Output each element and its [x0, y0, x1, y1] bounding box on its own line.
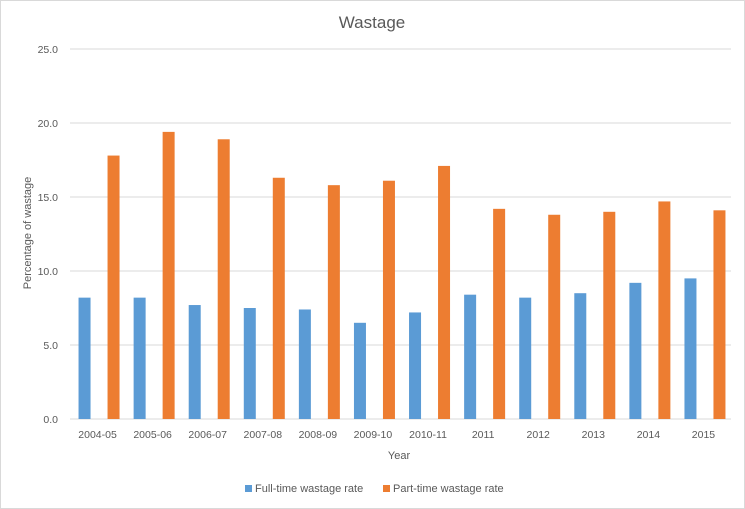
- x-tick-label: 2012: [527, 429, 551, 441]
- bar-full-time: [409, 312, 422, 419]
- bar-full-time: [629, 282, 642, 419]
- chart-title: Wastage: [339, 13, 405, 32]
- x-tick-label: 2015: [692, 429, 716, 441]
- y-tick-label: 15.0: [38, 192, 59, 204]
- legend-label-part-time: Part-time wastage rate: [393, 483, 504, 495]
- bar-full-time: [684, 278, 697, 419]
- y-axis-ticks: 0.0 5.0 10.0 15.0 20.0 25.0: [38, 44, 59, 426]
- bar-part-time: [162, 131, 175, 419]
- bar-part-time: [603, 211, 616, 419]
- gridlines: [70, 48, 731, 420]
- legend: Full-time wastage rate Part-time wastage …: [245, 483, 504, 495]
- bar-full-time: [78, 297, 91, 419]
- bar-part-time: [382, 180, 395, 419]
- bar-part-time: [107, 155, 120, 419]
- x-tick-label: 2004-05: [78, 429, 117, 441]
- bar-full-time: [133, 297, 146, 419]
- x-tick-label: 2010-11: [409, 429, 447, 441]
- legend-label-full-time: Full-time wastage rate: [255, 483, 363, 495]
- bar-part-time: [548, 214, 561, 419]
- bar-full-time: [574, 293, 587, 419]
- bar-part-time: [217, 139, 230, 419]
- x-tick-label: 2013: [582, 429, 606, 441]
- bar-full-time: [464, 294, 477, 419]
- x-tick-label: 2008-09: [299, 429, 338, 441]
- x-axis-label: Year: [388, 450, 411, 462]
- bar-full-time: [188, 305, 201, 419]
- legend-swatch-part-time: [383, 485, 390, 492]
- bar-part-time: [493, 208, 506, 419]
- x-tick-label: 2006-07: [188, 429, 227, 441]
- bar-full-time: [519, 297, 532, 419]
- x-tick-label: 2005-06: [133, 429, 172, 441]
- y-tick-label: 0.0: [43, 414, 58, 426]
- bar-part-time: [658, 201, 671, 419]
- x-tick-label: 2007-08: [244, 429, 283, 441]
- y-tick-label: 10.0: [38, 266, 59, 278]
- bar-full-time: [298, 309, 311, 419]
- bar-part-time: [327, 185, 340, 419]
- x-axis-ticks: 2004-05 2005-06 2006-07 2007-08 2008-09 2009-…: [78, 429, 715, 441]
- x-tick-label: 2014: [637, 429, 661, 441]
- y-tick-label: 20.0: [38, 118, 59, 130]
- bar-part-time: [272, 177, 285, 419]
- bar-part-time: [438, 165, 451, 419]
- y-tick-label: 5.0: [43, 340, 58, 352]
- bar-full-time: [243, 308, 256, 419]
- legend-swatch-full-time: [245, 485, 252, 492]
- y-tick-label: 25.0: [38, 44, 59, 56]
- x-tick-label: 2009-10: [354, 429, 393, 441]
- bar-part-time: [713, 210, 726, 419]
- bars: [78, 131, 726, 419]
- x-tick-label: 2011: [472, 429, 495, 441]
- y-axis-label: Percentage of wastage: [22, 177, 34, 290]
- bar-full-time: [353, 322, 366, 419]
